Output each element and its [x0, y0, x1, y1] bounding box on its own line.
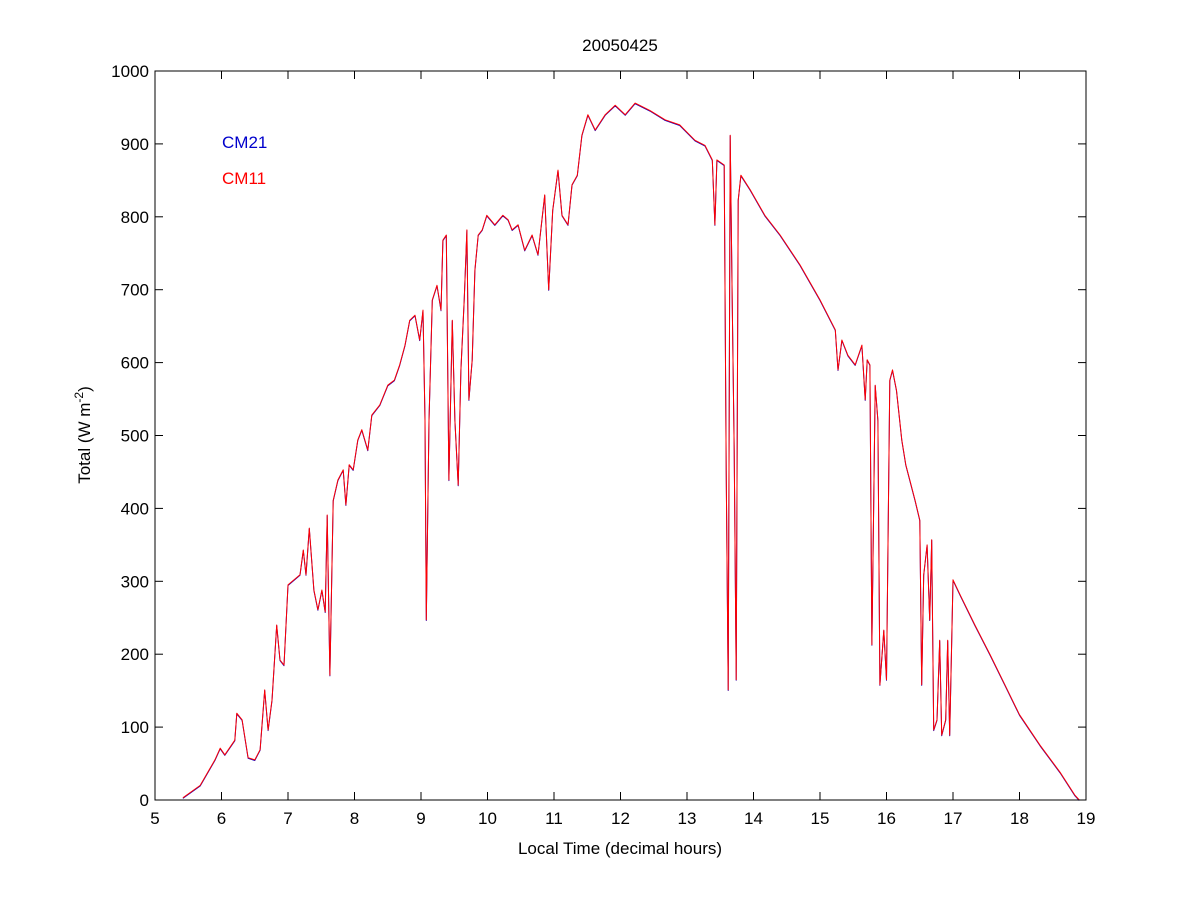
y-tick-label: 800 [121, 208, 149, 227]
series-line-cm11 [182, 102, 1080, 801]
y-tick-label: 0 [140, 791, 149, 810]
ticks: 5 6 7 8 9 10 11 12 13 14 15 16 17 18 19 0 100 200 300 400 50… [111, 62, 1095, 828]
x-tick-label: 13 [678, 809, 697, 828]
y-tick-label: 100 [121, 718, 149, 737]
legend-entry-cm21: CM21 [222, 133, 267, 152]
x-tick-label: 12 [611, 809, 630, 828]
y-tick-label: 300 [121, 572, 149, 591]
y-tick-label: 200 [121, 645, 149, 664]
x-tick-label: 15 [811, 809, 830, 828]
plot-area-frame [154, 70, 1087, 801]
x-tick-label: 6 [217, 809, 226, 828]
y-tick-label: 1000 [111, 62, 149, 81]
x-tick-label: 14 [744, 809, 763, 828]
y-tick-label: 500 [121, 427, 149, 446]
x-tick-label: 9 [416, 809, 425, 828]
y-axis-label: Total (W m-2) [72, 386, 94, 484]
x-tick-label: 11 [545, 809, 563, 828]
legend-entry-cm11: CM11 [222, 169, 266, 188]
x-tick-label: 19 [1077, 809, 1096, 828]
y-tick-label: 600 [121, 354, 149, 373]
y-tick-label: 400 [121, 499, 149, 518]
x-tick-label: 18 [1010, 809, 1029, 828]
y-tick-label: 700 [121, 281, 149, 300]
x-tick-label: 10 [478, 809, 497, 828]
x-tick-label: 16 [877, 809, 896, 828]
series-lines [182, 102, 1080, 801]
x-axis-label: Local Time (decimal hours) [518, 839, 722, 858]
x-tick-label: 5 [150, 809, 159, 828]
x-tick-label: 7 [283, 809, 292, 828]
x-tick-label: 17 [944, 809, 963, 828]
x-tick-label: 8 [350, 809, 359, 828]
y-tick-label: 900 [121, 135, 149, 154]
chart-title: 20050425 [582, 36, 658, 55]
